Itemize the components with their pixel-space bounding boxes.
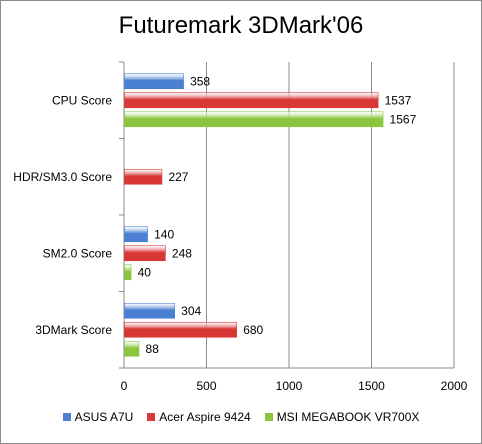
category-label: SM2.0 Score xyxy=(43,246,113,260)
chart-legend: ASUS A7U Acer Aspire 9424 MSI MEGABOOK VR7… xyxy=(0,410,482,424)
bar xyxy=(124,111,384,128)
category-label: CPU Score xyxy=(52,93,112,107)
legend-swatch xyxy=(264,413,273,421)
x-tick-label: 500 xyxy=(196,379,216,393)
category-label: HDR/SM3.0 Score xyxy=(13,170,112,184)
data-label: 227 xyxy=(168,170,188,184)
data-label: 304 xyxy=(181,304,201,318)
x-tick-label: 2000 xyxy=(441,379,468,393)
legend-swatch xyxy=(147,413,156,421)
chart-title: Futuremark 3DMark'06 xyxy=(118,12,364,39)
data-label: 40 xyxy=(138,265,152,279)
legend-item: ASUS A7U xyxy=(62,410,134,424)
data-label: 680 xyxy=(243,323,263,337)
legend-swatch xyxy=(62,413,71,421)
legend-label: Acer Aspire 9424 xyxy=(159,410,251,424)
x-tick-label: 0 xyxy=(121,379,128,393)
bar xyxy=(124,168,163,185)
x-tick-label: 1000 xyxy=(276,379,303,393)
bar xyxy=(124,340,140,357)
legend-item: Acer Aspire 9424 xyxy=(147,410,251,424)
data-label: 358 xyxy=(190,74,210,88)
bar xyxy=(124,92,379,109)
category-label: 3DMark Score xyxy=(35,323,112,337)
bar xyxy=(124,302,175,319)
x-tick-label: 1500 xyxy=(358,379,385,393)
data-label: 1567 xyxy=(390,112,417,126)
bar xyxy=(124,226,148,243)
data-label: 140 xyxy=(154,227,174,241)
bar xyxy=(124,73,184,90)
data-label: 1537 xyxy=(385,93,412,107)
data-label: 248 xyxy=(172,246,192,260)
legend-item: MSI MEGABOOK VR700X xyxy=(264,410,420,424)
bar xyxy=(124,245,166,262)
legend-label: ASUS A7U xyxy=(74,410,134,424)
legend-label: MSI MEGABOOK VR700X xyxy=(276,410,420,424)
bar xyxy=(124,321,237,338)
data-label: 88 xyxy=(146,342,160,356)
bar xyxy=(124,264,132,281)
